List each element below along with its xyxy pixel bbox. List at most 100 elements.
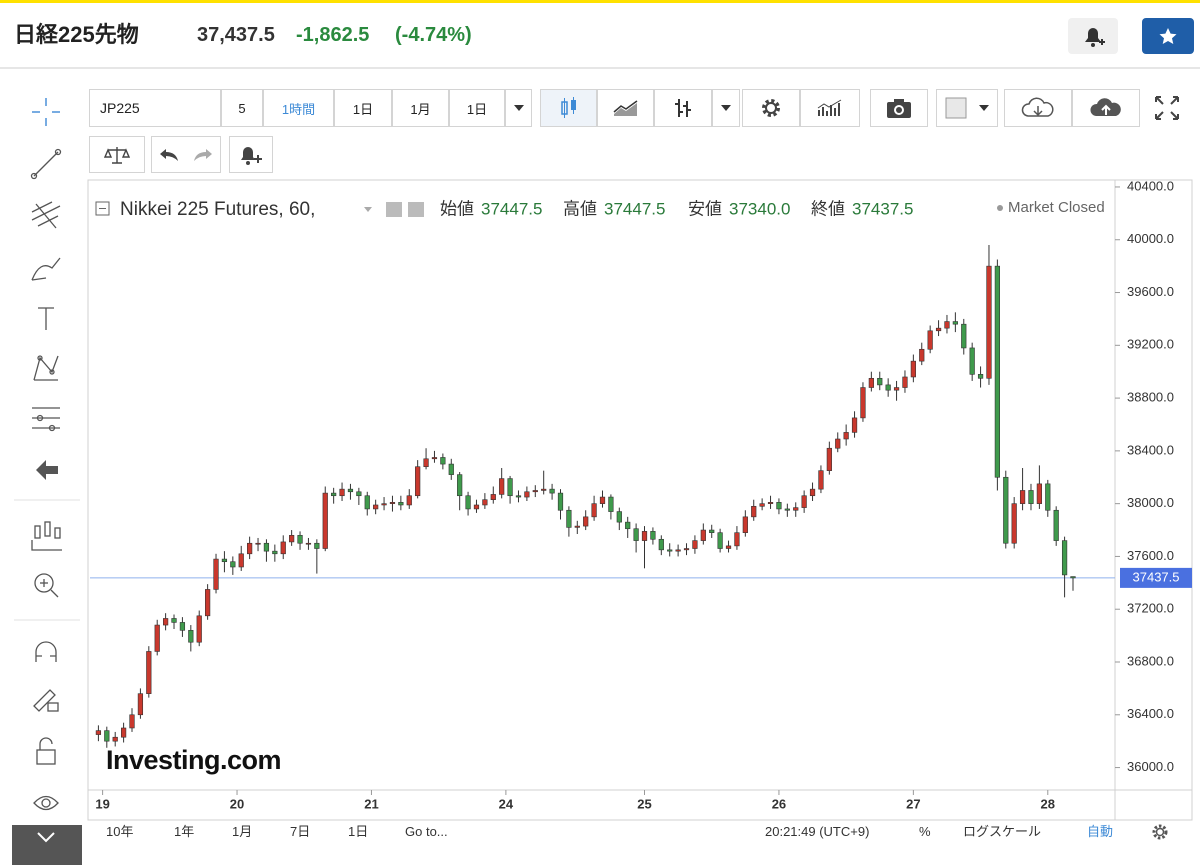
settings-icon[interactable] xyxy=(408,202,424,217)
candle xyxy=(297,531,303,550)
candle xyxy=(658,535,664,556)
candle xyxy=(1028,483,1034,511)
series-dropdown[interactable] xyxy=(364,207,372,212)
candle-body xyxy=(910,360,916,378)
candle xyxy=(188,625,194,652)
footer-settings[interactable] xyxy=(1150,822,1170,842)
cloud-upload-icon xyxy=(1090,98,1121,116)
candle xyxy=(163,613,169,631)
status-dot xyxy=(997,205,1003,211)
snapshot-button[interactable] xyxy=(870,89,928,127)
candle xyxy=(893,380,900,401)
interval-button[interactable]: 1日 xyxy=(449,89,505,127)
tool-icons[interactable] xyxy=(31,521,62,811)
legend-value: 37437.5 xyxy=(852,199,913,218)
undo-redo[interactable] xyxy=(151,136,221,173)
alert-button[interactable] xyxy=(1068,18,1118,54)
visibility-icon[interactable] xyxy=(386,202,402,217)
candle-body xyxy=(868,377,874,388)
candle-body xyxy=(1070,576,1076,579)
indicators-icon xyxy=(817,99,842,116)
interval-button[interactable]: 1日 xyxy=(334,89,392,127)
candle xyxy=(457,471,463,511)
star-icon xyxy=(1159,28,1177,44)
chart-type-dropdown[interactable] xyxy=(712,89,740,127)
compare-button[interactable] xyxy=(89,136,145,173)
x-tick-label: 27 xyxy=(906,796,920,811)
more-button[interactable] xyxy=(12,825,82,865)
candle xyxy=(566,506,572,537)
candles-button[interactable] xyxy=(540,89,597,127)
candle-body xyxy=(986,265,992,379)
candle-body xyxy=(650,531,656,540)
candle xyxy=(524,486,530,502)
candle xyxy=(1045,479,1051,517)
color-button[interactable] xyxy=(936,89,998,127)
candle-body xyxy=(784,508,790,511)
bell-icon xyxy=(1085,28,1105,47)
drawing-tools[interactable] xyxy=(30,148,62,432)
color-icon xyxy=(945,97,989,119)
clock: 20:21:49 (UTC+9) xyxy=(765,824,870,839)
candle xyxy=(398,495,404,511)
candle-body xyxy=(885,384,891,391)
candle-body xyxy=(389,502,396,504)
interval-button[interactable]: 1月 xyxy=(392,89,449,127)
candle xyxy=(692,535,698,554)
symbol-input[interactable]: JP225 xyxy=(89,89,221,127)
legend-value: 37447.5 xyxy=(481,199,542,218)
candle xyxy=(205,584,211,620)
percent-toggle[interactable]: % xyxy=(919,824,931,839)
candle xyxy=(289,530,295,546)
candle xyxy=(171,614,177,630)
watchlist-button[interactable] xyxy=(1142,18,1194,54)
x-tick-label: 24 xyxy=(499,796,514,811)
candle xyxy=(230,556,236,575)
crosshair-icon[interactable] xyxy=(32,98,60,126)
log-toggle[interactable]: ログスケール xyxy=(963,824,1042,839)
candle xyxy=(255,537,261,552)
interval-button[interactable]: 5 xyxy=(221,89,263,127)
y-tick-label: 40400.0 xyxy=(1127,178,1174,193)
candle xyxy=(1019,468,1026,511)
goto-button[interactable]: Go to... xyxy=(405,824,448,839)
legend-label: 終値 xyxy=(811,199,845,218)
candle-body xyxy=(280,541,286,555)
price-change: -1,862.5 xyxy=(296,24,370,46)
area-icon xyxy=(613,100,637,116)
range-button[interactable]: 7日 xyxy=(290,824,311,839)
hide-arrow[interactable] xyxy=(36,460,58,480)
market-status: Market Closed xyxy=(1008,199,1105,216)
candle-body xyxy=(305,542,312,545)
range-button[interactable]: 1月 xyxy=(232,824,253,839)
indicators-button[interactable] xyxy=(800,89,860,127)
candle-body xyxy=(457,474,463,497)
candle xyxy=(919,342,925,366)
candle xyxy=(322,486,328,552)
candle xyxy=(902,370,908,393)
candle-body xyxy=(515,495,522,498)
load-button[interactable] xyxy=(1004,89,1072,127)
candle-body xyxy=(944,321,950,329)
candle-body xyxy=(331,492,337,497)
last-price: 37,437.5 xyxy=(197,24,275,46)
auto-toggle[interactable]: 自動 xyxy=(1087,824,1114,839)
range-button[interactable]: 1年 xyxy=(174,824,195,839)
candle-body xyxy=(112,736,118,742)
interval-dropdown[interactable] xyxy=(505,89,532,127)
area-button[interactable] xyxy=(597,89,654,127)
candle-body xyxy=(818,470,824,490)
collapse-icon[interactable] xyxy=(95,201,110,216)
save-button[interactable] xyxy=(1072,89,1140,127)
add-alert-button[interactable] xyxy=(229,136,273,173)
fullscreen-button[interactable] xyxy=(1148,92,1186,124)
candle xyxy=(1053,506,1059,546)
candle xyxy=(625,516,631,538)
interval-button[interactable]: 1時間 xyxy=(263,89,334,127)
settings-button[interactable] xyxy=(742,89,800,127)
candle-body xyxy=(734,532,740,547)
bars-button[interactable] xyxy=(654,89,712,127)
range-button[interactable]: 1日 xyxy=(348,824,369,839)
candle xyxy=(339,482,345,502)
range-button[interactable]: 10年 xyxy=(106,824,134,839)
